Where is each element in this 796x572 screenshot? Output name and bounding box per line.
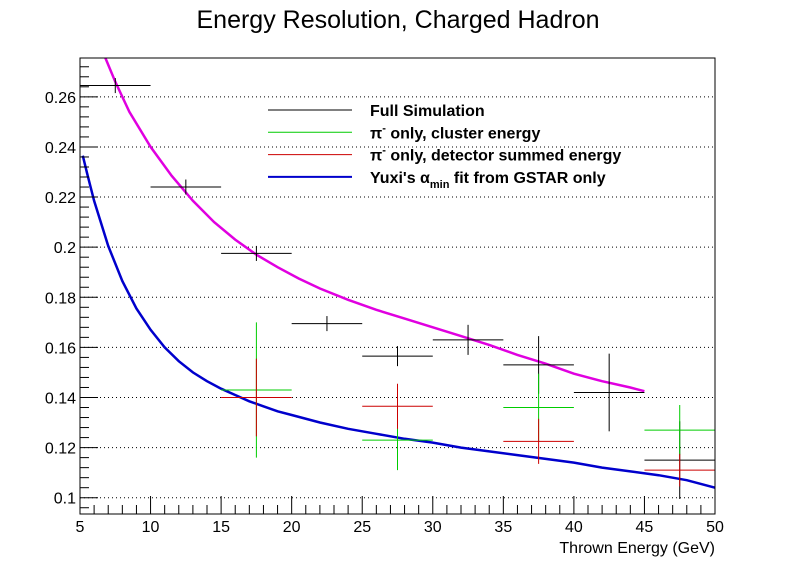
y-tick-label: 0.1 (54, 491, 76, 508)
errorbar-point (503, 418, 574, 464)
errorbar-point (362, 383, 433, 429)
errorbar-point (80, 78, 151, 94)
legend-label-superscript: - (382, 145, 386, 157)
fit-curve-3 (81, 155, 716, 489)
errorbar-point (221, 245, 292, 261)
x-tick-label: 15 (212, 519, 230, 536)
x-tick-label: 25 (353, 519, 371, 536)
legend-entry: Full Simulation (268, 103, 485, 120)
legend-label: Yuxi's αmin fit from GSTAR only (370, 170, 606, 191)
errorbar-point (644, 405, 715, 456)
legend-label: π- only, detector summed energy (370, 145, 621, 165)
x-tick-label: 50 (706, 519, 724, 536)
legend-label-main: π (370, 148, 382, 165)
y-tick-label: 0.22 (45, 190, 76, 207)
legend-entry: π- only, cluster energy (268, 122, 540, 142)
errorbar-point (644, 453, 715, 487)
legend-label-subscript: min (430, 179, 450, 191)
y-tick-label: 0.16 (45, 340, 76, 357)
legend-label: π- only, cluster energy (370, 122, 540, 142)
plot-frame (79, 57, 716, 515)
axes: 0.1 0.12 0.14 0.16 0.18 0.2 0.22 0.24 0.26 5 10 15 2… (45, 66, 724, 536)
errorbar-point (291, 316, 363, 332)
legend-label-main: Yuxi's α (370, 170, 430, 187)
legend-label-main: fit from GSTAR only (449, 170, 605, 187)
x-tick-label: 5 (76, 519, 85, 536)
y-tick-label: 0.12 (45, 441, 76, 458)
legend-label: Full Simulation (370, 103, 485, 120)
x-tick-label: 30 (424, 519, 442, 536)
legend-entry: π- only, detector summed energy (268, 145, 621, 165)
x-tick-label: 35 (494, 519, 512, 536)
x-axis-title: Thrown Energy (GeV) (559, 540, 715, 557)
y-tick-label: 0.26 (45, 90, 76, 107)
y-tick-label: 0.24 (45, 140, 76, 157)
errorbar-point (150, 179, 222, 195)
legend-label-main: only, detector summed energy (386, 148, 621, 165)
x-tick-label: 40 (565, 519, 583, 536)
errorbar-point (221, 358, 292, 437)
errorbar-point (432, 324, 504, 355)
legend-label-superscript: - (382, 122, 386, 134)
chart-title: Energy Resolution, Charged Hadron (196, 6, 599, 34)
x-tick-label: 20 (283, 519, 301, 536)
x-tick-label: 45 (636, 519, 654, 536)
errorbar-point (362, 346, 433, 367)
data-points (80, 78, 715, 499)
legend-label-main: only, cluster energy (386, 125, 541, 142)
y-tick-label: 0.18 (45, 290, 76, 307)
fit-curves (81, 57, 716, 489)
legend-label-main: π (370, 125, 382, 142)
legend-entry: Yuxi's αmin fit from GSTAR only (268, 170, 606, 191)
errorbar-point (573, 353, 645, 432)
y-tick-label: 0.14 (45, 390, 76, 407)
legend-label-main: Full Simulation (370, 103, 485, 120)
y-tick-label: 0.2 (54, 240, 76, 257)
x-tick-label: 10 (142, 519, 160, 536)
